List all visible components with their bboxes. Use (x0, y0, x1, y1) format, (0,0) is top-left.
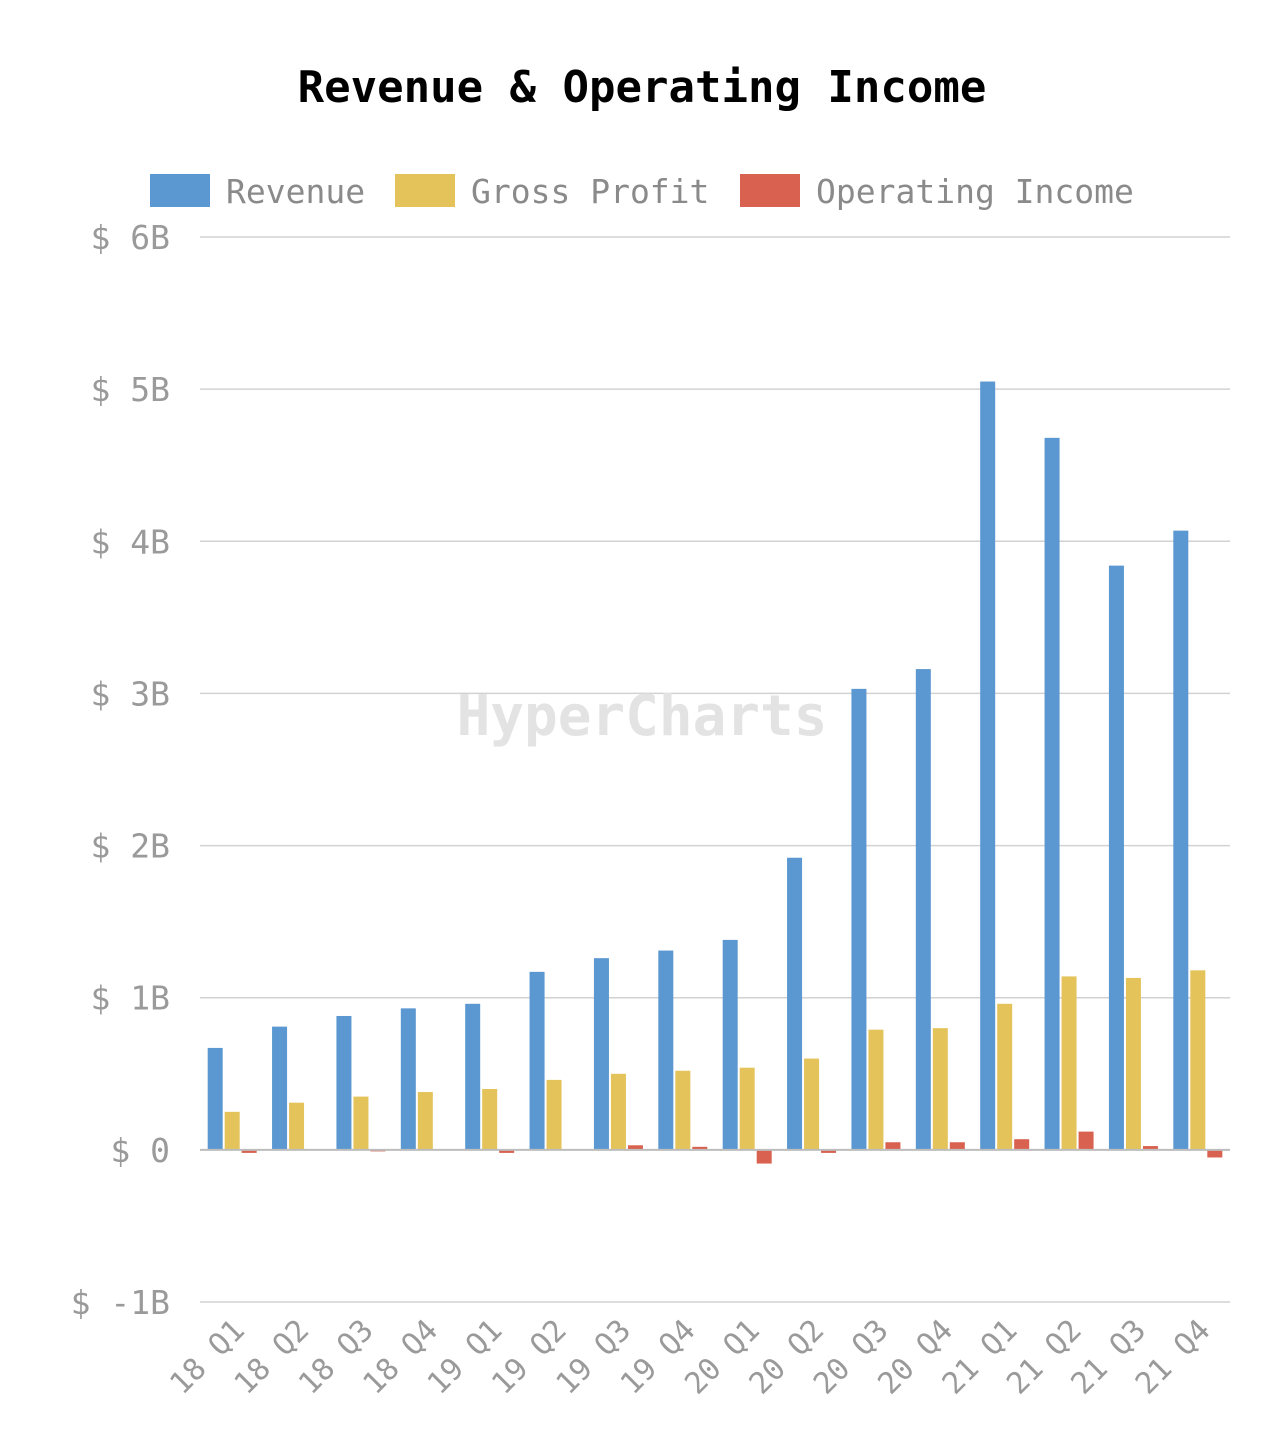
y-axis: $ -1B $ 0 $ 1B $ 2B $ 3B $ 4B $ 5B $ 6B (71, 218, 170, 1322)
gridlines (200, 236, 1230, 1303)
legend-swatch (150, 174, 210, 207)
bar-revenue (787, 857, 803, 1150)
bar-operating-income (1014, 1139, 1030, 1150)
legend: Revenue Gross Profit Operating Income (150, 172, 1134, 211)
bar-revenue (851, 688, 867, 1150)
bar-operating-income (756, 1149, 772, 1164)
y-tick-label: $ 6B (91, 218, 170, 257)
y-tick-label: $ 1B (91, 979, 170, 1018)
bar-gross-profit (482, 1089, 498, 1150)
bars (207, 381, 1223, 1164)
bar-gross-profit (417, 1092, 433, 1150)
y-tick-label: $ -1B (71, 1283, 170, 1322)
bar-gross-profit (1190, 970, 1206, 1150)
bar-revenue (915, 669, 931, 1150)
bar-revenue (1173, 530, 1189, 1150)
bar-operating-income (885, 1142, 901, 1150)
bar-revenue (465, 1003, 481, 1150)
y-tick-label: $ 5B (91, 370, 170, 409)
bar-gross-profit (932, 1028, 948, 1150)
legend-label: Revenue (226, 172, 365, 211)
legend-label: Gross Profit (471, 172, 709, 211)
bar-gross-profit (804, 1058, 820, 1150)
y-tick-label: $ 0 (110, 1131, 170, 1170)
bar-operating-income (1142, 1146, 1158, 1150)
bar-revenue (336, 1015, 352, 1150)
bar-gross-profit (289, 1102, 305, 1150)
bar-revenue (400, 1008, 416, 1150)
bar-operating-income (949, 1142, 965, 1150)
bar-operating-income (821, 1149, 837, 1153)
bar-operating-income (627, 1145, 643, 1150)
bar-gross-profit (1061, 976, 1077, 1150)
bar-gross-profit (739, 1067, 755, 1150)
bar-revenue (980, 381, 996, 1150)
bar-revenue (722, 939, 738, 1150)
bar-gross-profit (868, 1029, 884, 1150)
bar-gross-profit (546, 1079, 562, 1150)
bar-gross-profit (1125, 977, 1141, 1150)
chart-title: Revenue & Operating Income (298, 62, 987, 113)
bar-operating-income (499, 1149, 515, 1153)
bar-gross-profit (224, 1111, 240, 1150)
bar-revenue (529, 971, 545, 1150)
bar-gross-profit (675, 1070, 691, 1150)
bar-revenue (272, 1026, 288, 1150)
legend-swatch (395, 174, 455, 207)
y-tick-label: $ 4B (91, 522, 170, 561)
bar-operating-income (241, 1149, 257, 1153)
x-tick-label: 21 Q4 (1129, 1313, 1218, 1402)
legend-swatch (740, 174, 800, 207)
bar-revenue (207, 1047, 223, 1150)
bar-revenue (658, 950, 674, 1150)
bar-revenue (1044, 437, 1060, 1150)
y-tick-label: $ 2B (91, 827, 170, 866)
bar-operating-income (692, 1146, 708, 1150)
legend-label: Operating Income (816, 172, 1134, 211)
bar-gross-profit (353, 1096, 369, 1150)
bar-operating-income (1078, 1131, 1094, 1150)
bar-revenue (1108, 565, 1124, 1150)
bar-gross-profit (997, 1003, 1013, 1150)
watermark: HyperCharts (457, 684, 828, 749)
y-tick-label: $ 3B (91, 674, 170, 713)
bar-revenue (593, 958, 609, 1150)
bar-operating-income (1207, 1149, 1223, 1158)
bar-gross-profit (610, 1073, 626, 1150)
